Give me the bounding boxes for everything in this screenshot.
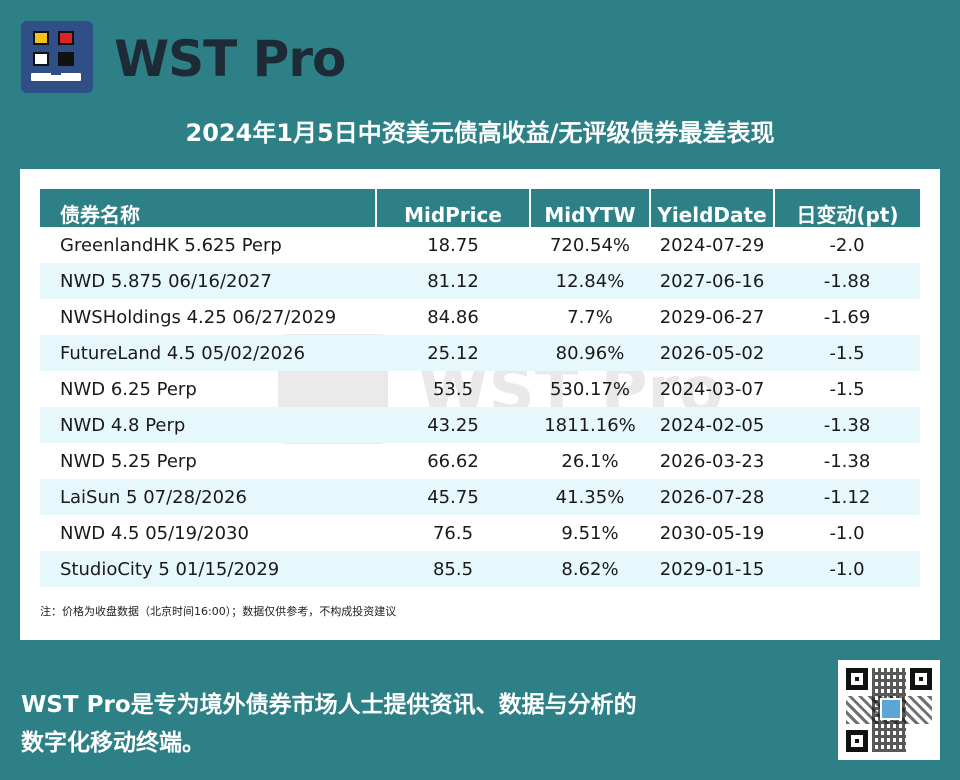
footnote: 注：价格为收盘数据（北京时间16:00）；数据仅供参考，不构成投资建议	[40, 605, 397, 618]
daily-change-cell: -1.38	[823, 450, 871, 472]
mid-ytw-cell: 80.96%	[530, 335, 650, 371]
wst-pro-logo-icon	[21, 21, 93, 93]
table-header-row: 债券名称 MidPrice MidYTW YieldDate 日变动(pt)	[40, 189, 920, 227]
yield-date-cell: 2026-05-02	[650, 335, 774, 371]
mid-ytw-cell: 7.7%	[567, 306, 613, 328]
yield-date-cell: 2024-02-05	[650, 407, 774, 443]
bond-name-cell: GreenlandHK 5.625 Perp	[60, 234, 282, 256]
yield-date-cell: 2029-06-27	[659, 306, 765, 328]
daily-change-cell: -1.5	[829, 378, 865, 400]
mid-ytw-cell: 26.1%	[561, 450, 619, 472]
mid-price-cell: 76.5	[432, 522, 474, 544]
mid-price-cell: 25.12	[376, 335, 530, 371]
mid-price-cell: 43.25	[376, 407, 530, 443]
header-yield-date: YieldDate	[649, 189, 774, 227]
mid-price-cell: 66.62	[427, 450, 479, 472]
bond-name-cell: NWD 5.25 Perp	[60, 450, 197, 472]
bond-name-cell: FutureLand 4.5 05/02/2026	[40, 335, 376, 371]
table-row: NWD 5.25 Perp 66.62 26.1% 2026-03-23 -1.38	[40, 443, 920, 479]
qr-code-icon	[838, 660, 940, 760]
footer-line-2: 数字化移动终端。	[21, 730, 205, 756]
yield-date-cell: 2026-03-23	[659, 450, 765, 472]
footer-line-1: WST Pro是专为境外债券市场人士提供资讯、数据与分析的	[21, 692, 637, 718]
daily-change-cell: -1.69	[823, 306, 871, 328]
mid-price-cell: 84.86	[427, 306, 479, 328]
table-card: WST Pro 债券名称 MidPrice MidYTW YieldDate 日…	[20, 169, 940, 640]
mid-ytw-cell: 8.62%	[530, 551, 650, 587]
table-row: NWD 6.25 Perp 53.5 530.17% 2024-03-07 -1.5	[40, 371, 920, 407]
table-row: FutureLand 4.5 05/02/2026 25.12 80.96% 2026…	[40, 335, 920, 371]
header-bond-name: 债券名称	[40, 189, 376, 227]
table-row: LaiSun 5 07/28/2026 45.75 41.35% 2026-07-28…	[40, 479, 920, 515]
bond-table: 债券名称 MidPrice MidYTW YieldDate 日变动(pt) G…	[40, 189, 920, 587]
yield-date-cell: 2030-05-19	[659, 522, 765, 544]
mid-ytw-cell: 1811.16%	[530, 407, 650, 443]
mid-ytw-cell: 720.54%	[549, 234, 631, 256]
mid-price-cell: 85.5	[376, 551, 530, 587]
daily-change-cell: -1.38	[774, 407, 920, 443]
table-row: StudioCity 5 01/15/2029 85.5 8.62% 2029-01-…	[40, 551, 920, 587]
mid-ytw-cell: 9.51%	[561, 522, 619, 544]
daily-change-cell: -1.0	[829, 522, 865, 544]
footer-text: WST Pro是专为境外债券市场人士提供资讯、数据与分析的 数字化移动终端。	[21, 686, 801, 762]
mid-ytw-cell: 530.17%	[549, 378, 631, 400]
header-mid-price: MidPrice	[375, 189, 530, 227]
mid-price-cell: 18.75	[427, 234, 479, 256]
bond-name-cell: NWD 6.25 Perp	[60, 378, 197, 400]
header-mid-ytw: MidYTW	[529, 189, 650, 227]
bond-name-cell: NWD 5.875 06/16/2027	[40, 263, 376, 299]
daily-change-cell: -1.0	[774, 551, 920, 587]
table-row: NWD 5.875 06/16/2027 81.12 12.84% 2027-06-1…	[40, 263, 920, 299]
header-daily-change: 日变动(pt)	[773, 189, 920, 227]
table-row: GreenlandHK 5.625 Perp 18.75 720.54% 2024-0…	[40, 227, 920, 263]
bond-name-cell: NWSHoldings 4.25 06/27/2029	[60, 306, 337, 328]
bond-name-cell: StudioCity 5 01/15/2029	[40, 551, 376, 587]
mid-price-cell: 45.75	[376, 479, 530, 515]
table-row: NWD 4.8 Perp 43.25 1811.16% 2024-02-05 -1.38	[40, 407, 920, 443]
brand-name: WST Pro	[114, 30, 346, 88]
mid-price-cell: 81.12	[376, 263, 530, 299]
table-row: NWD 4.5 05/19/2030 76.5 9.51% 2030-05-19 -1.…	[40, 515, 920, 551]
yield-date-cell: 2024-07-29	[659, 234, 765, 256]
daily-change-cell: -1.12	[774, 479, 920, 515]
daily-change-cell: -1.88	[774, 263, 920, 299]
mid-ytw-cell: 12.84%	[530, 263, 650, 299]
mid-ytw-cell: 41.35%	[530, 479, 650, 515]
bond-name-cell: LaiSun 5 07/28/2026	[40, 479, 376, 515]
mid-price-cell: 53.5	[432, 378, 474, 400]
table-row: NWSHoldings 4.25 06/27/2029 84.86 7.7% 2029…	[40, 299, 920, 335]
daily-change-cell: -1.5	[774, 335, 920, 371]
yield-date-cell: 2026-07-28	[650, 479, 774, 515]
page-title: 2024年1月5日中资美元债高收益/无评级债券最差表现	[185, 119, 775, 147]
bond-name-cell: NWD 4.5 05/19/2030	[60, 522, 249, 544]
bond-name-cell: NWD 4.8 Perp	[40, 407, 376, 443]
yield-date-cell: 2029-01-15	[650, 551, 774, 587]
daily-change-cell: -2.0	[829, 234, 865, 256]
yield-date-cell: 2027-06-16	[650, 263, 774, 299]
yield-date-cell: 2024-03-07	[659, 378, 765, 400]
